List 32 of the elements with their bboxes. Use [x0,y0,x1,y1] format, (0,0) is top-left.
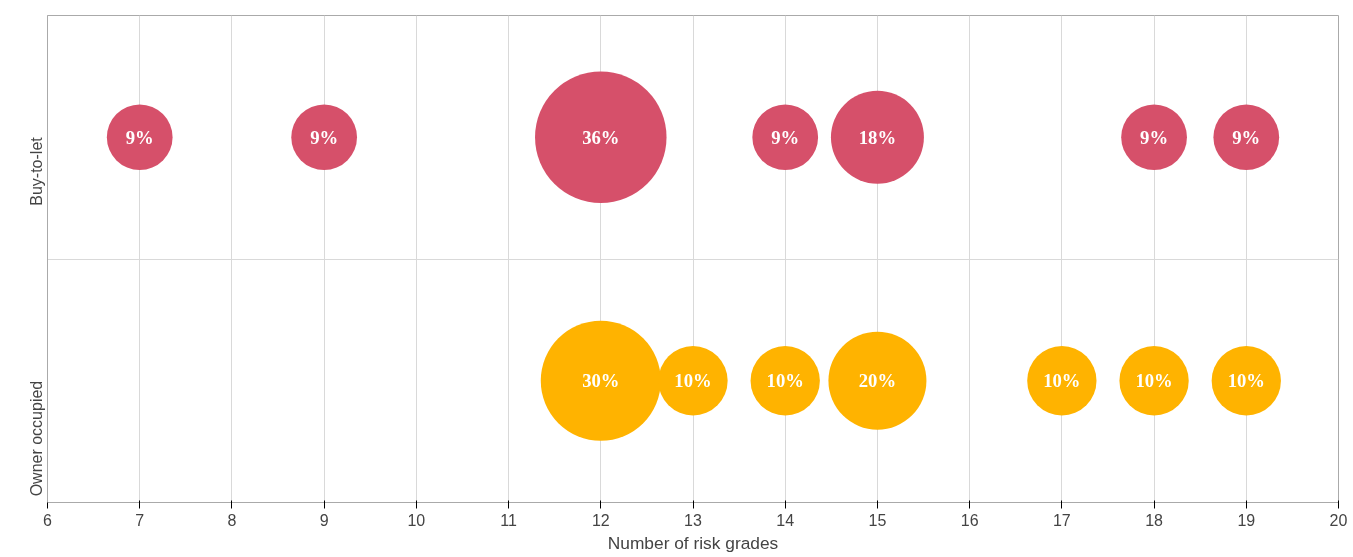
x-tick-label: 17 [1052,511,1071,529]
annotation: 10% [766,370,804,392]
annotation: 18% [858,126,897,148]
x-axis-title: Number of risk grades [607,532,779,553]
annotation: 30% [582,370,620,392]
x-tick-label: 7 [135,511,145,529]
x-tick-label: 14 [776,511,795,529]
annotation: 9% [125,126,154,148]
annotation: 9% [771,126,800,148]
x-tick-label: 16 [960,511,979,529]
annotation: 10% [1227,370,1265,392]
x-tick-label: 12 [591,511,610,529]
annotation: 20% [858,370,897,392]
x-tick-label: 15 [868,511,887,529]
annotation: 10% [1135,370,1173,392]
x-tick-label: 20 [1329,511,1348,529]
x-tick-label: 18 [1145,511,1164,529]
annotation: 9% [1140,126,1169,148]
x-tick-label: 6 [43,511,53,529]
x-tick-label: 8 [227,511,237,529]
x-tick-label: 10 [407,511,426,529]
x-tick-label: 13 [684,511,702,529]
annotation: 10% [1043,370,1081,392]
x-tick-label: 19 [1237,511,1256,529]
annotation: 10% [674,370,712,392]
x-tick-label: 11 [500,511,517,529]
annotation: 36% [582,126,620,148]
y-tick-label: Owner occupied [28,380,45,497]
y-tick-label: Buy-to-let [28,136,45,206]
annotation: 9% [1232,126,1261,148]
annotation: 9% [310,126,339,148]
x-tick-label: 9 [319,511,329,529]
